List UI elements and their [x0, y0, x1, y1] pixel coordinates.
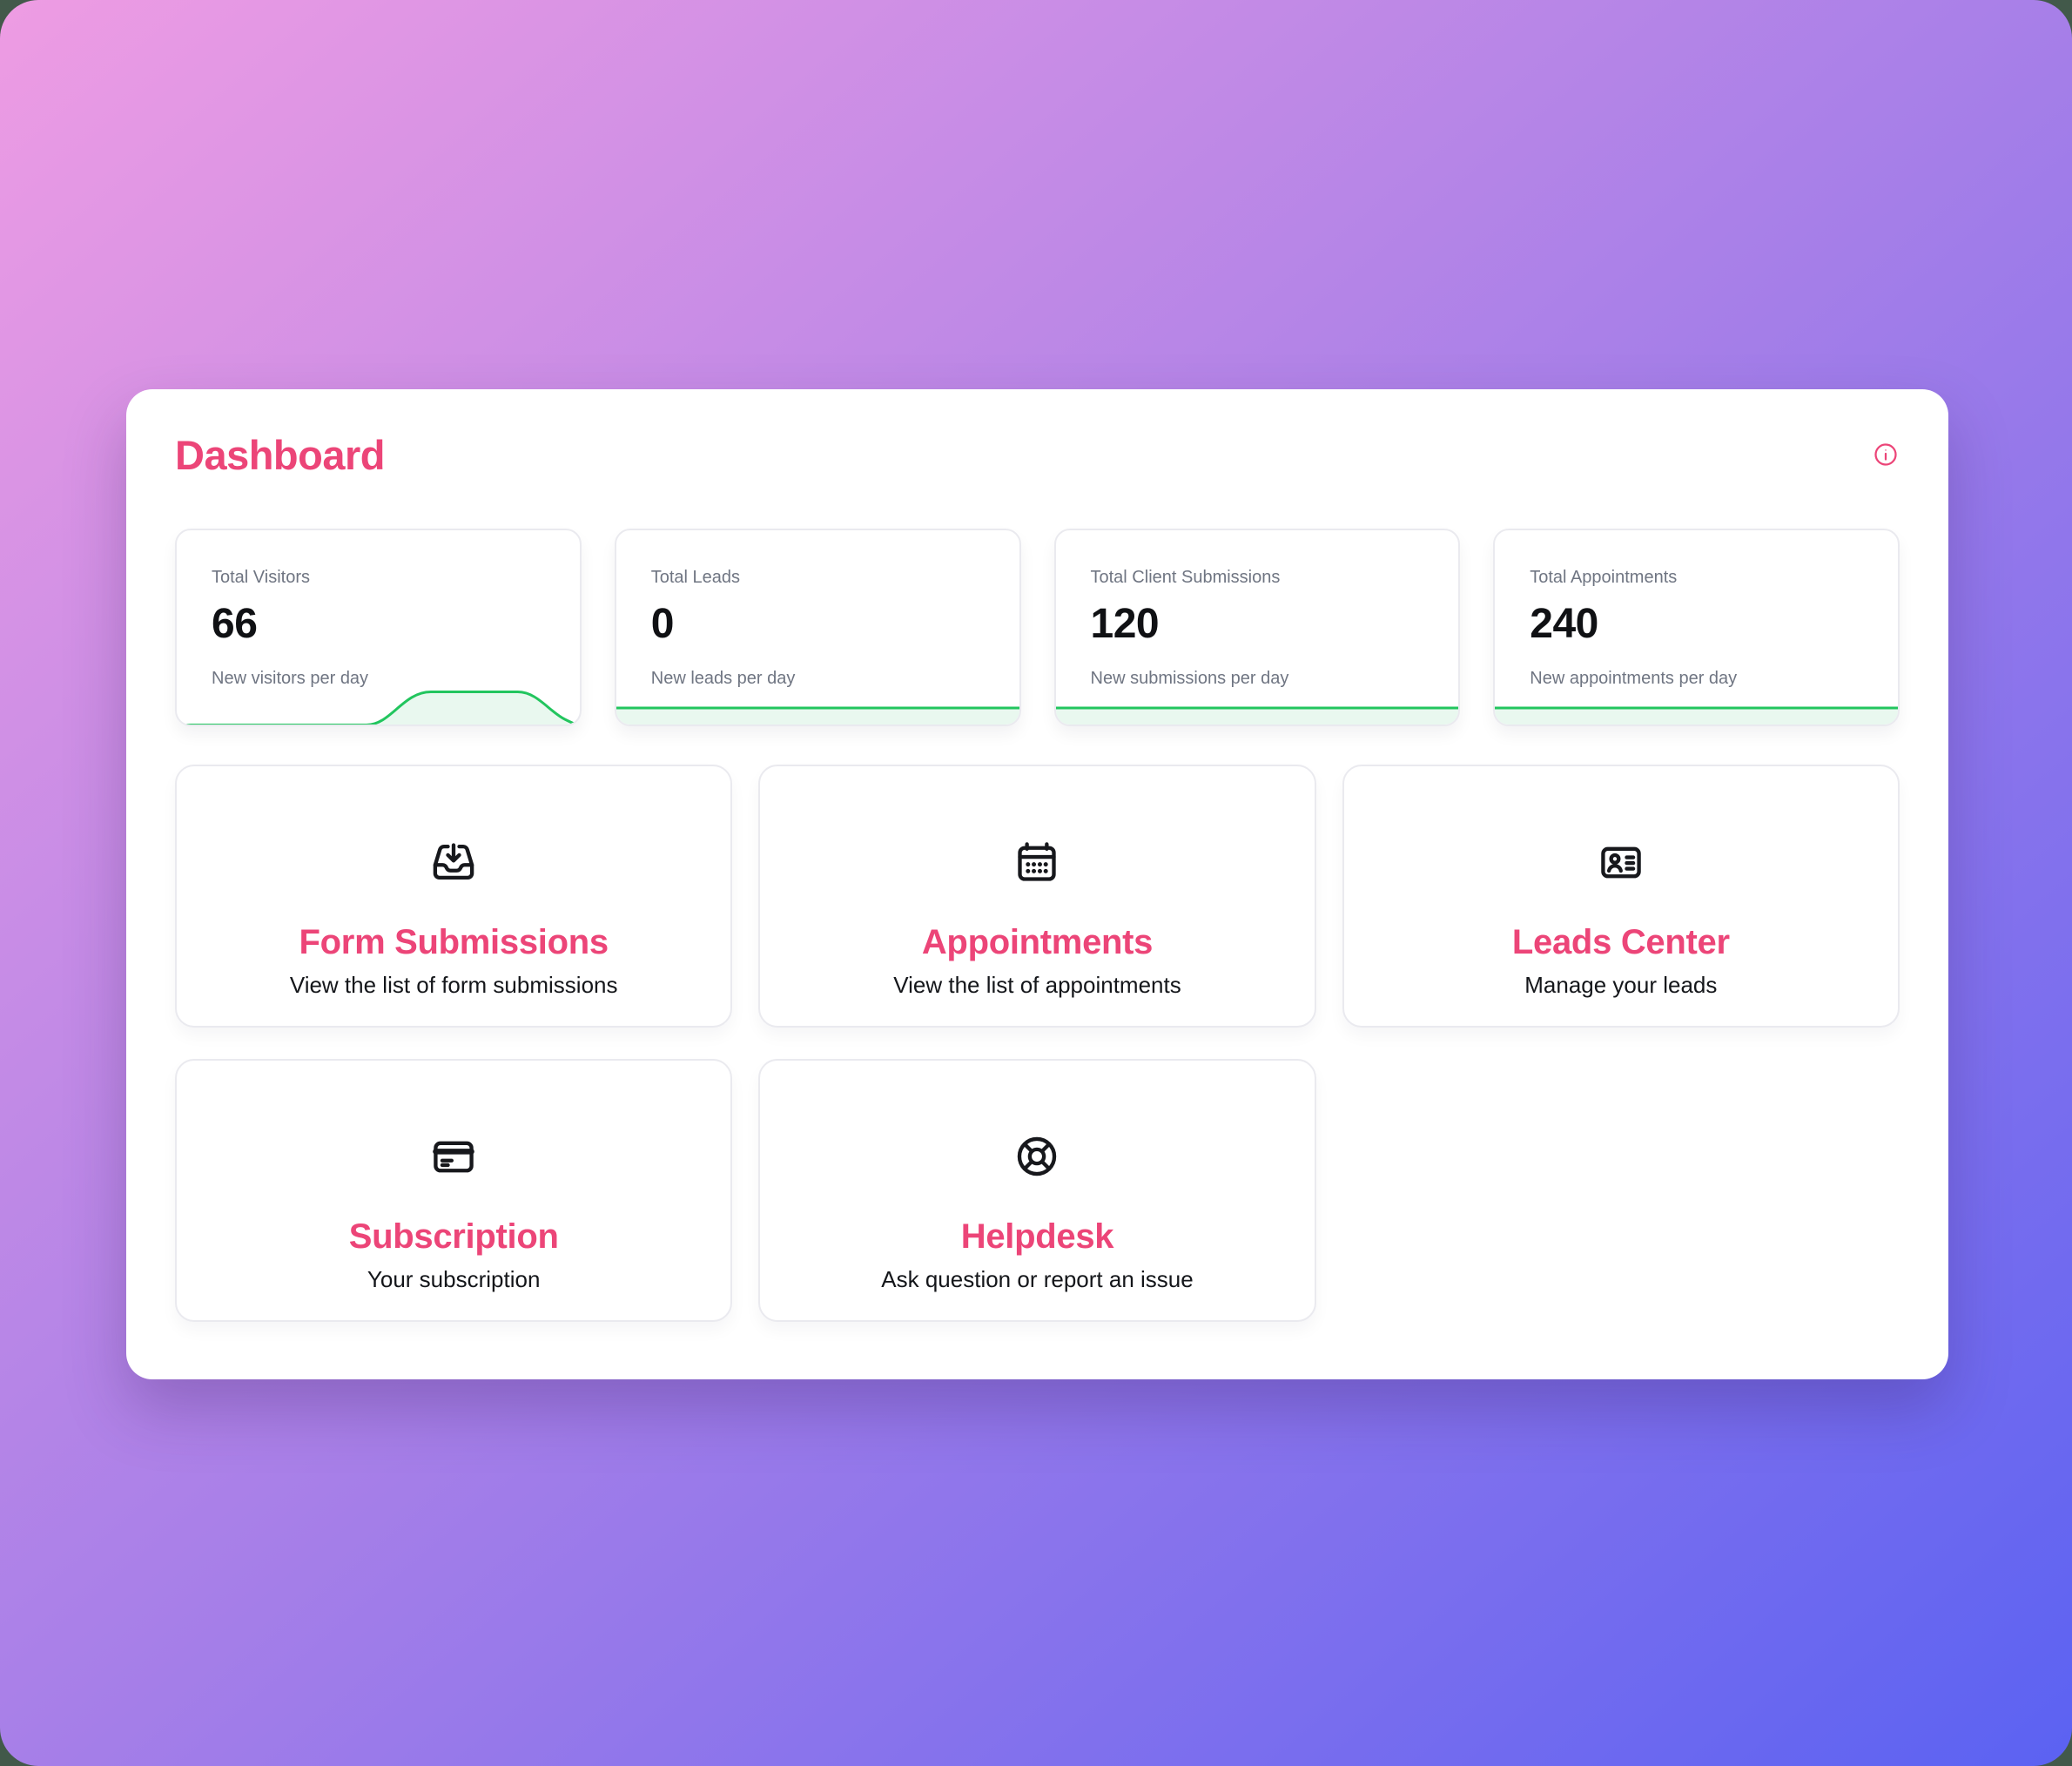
- stats-grid: Total Visitors 66 New visitors per day T…: [175, 529, 1900, 726]
- sparkline-chart: [1055, 706, 1459, 725]
- page-title: Dashboard: [175, 432, 386, 478]
- credit-card-icon: [431, 1134, 476, 1179]
- dashboard-panel: Dashboard Total Visitors 66 New visitors…: [126, 389, 1948, 1379]
- sparkline-chart: [1495, 706, 1899, 725]
- lifebuoy-icon: [1014, 1134, 1060, 1179]
- sparkline-chart: [616, 706, 1019, 725]
- nav-cards-grid: Form Submissions View the list of form s…: [175, 765, 1900, 1322]
- info-button[interactable]: [1872, 442, 1900, 469]
- nav-card-description: Your subscription: [367, 1266, 541, 1292]
- stat-sublabel: New appointments per day: [1530, 669, 1738, 688]
- nav-card-title: Helpdesk: [960, 1217, 1114, 1256]
- stat-value: 120: [1090, 601, 1160, 647]
- inbox-arrow-down-icon: [431, 839, 476, 885]
- stat-value: 240: [1530, 601, 1598, 647]
- stat-card-total-client-submissions: Total Client Submissions 120 New submiss…: [1053, 529, 1461, 726]
- nav-card-form-submissions[interactable]: Form Submissions View the list of form s…: [175, 765, 733, 1028]
- nav-card-description: Manage your leads: [1524, 972, 1718, 998]
- stat-sublabel: New visitors per day: [212, 669, 369, 688]
- nav-card-description: View the list of form submissions: [289, 972, 618, 998]
- stat-sublabel: New leads per day: [650, 669, 796, 688]
- stat-value: 0: [650, 601, 675, 647]
- nav-card-appointments[interactable]: Appointments View the list of appointmen…: [758, 765, 1316, 1028]
- nav-card-title: Subscription: [348, 1217, 559, 1256]
- id-card-icon: [1598, 839, 1644, 885]
- stat-card-total-visitors: Total Visitors 66 New visitors per day: [175, 529, 582, 726]
- stat-label: Total Leads: [650, 568, 741, 587]
- nav-card-description: View the list of appointments: [893, 972, 1181, 998]
- nav-card-helpdesk[interactable]: Helpdesk Ask question or report an issue: [758, 1059, 1316, 1322]
- sparkline-chart: [176, 691, 580, 725]
- stat-label: Total Visitors: [212, 568, 311, 587]
- nav-card-title: Leads Center: [1511, 923, 1730, 961]
- nav-card-description: Ask question or report an issue: [881, 1266, 1194, 1292]
- calendar-icon: [1014, 839, 1060, 885]
- stat-value: 66: [212, 601, 258, 647]
- stat-card-total-appointments: Total Appointments 240 New appointments …: [1493, 529, 1900, 726]
- stat-card-total-leads: Total Leads 0 New leads per day: [614, 529, 1021, 726]
- panel-header: Dashboard: [175, 431, 1900, 480]
- stat-label: Total Appointments: [1530, 568, 1678, 587]
- info-icon: [1873, 442, 1899, 470]
- stat-label: Total Client Submissions: [1090, 568, 1281, 587]
- nav-card-subscription[interactable]: Subscription Your subscription: [175, 1059, 733, 1322]
- nav-card-title: Appointments: [921, 923, 1154, 961]
- stat-sublabel: New submissions per day: [1090, 669, 1289, 688]
- nav-card-title: Form Submissions: [299, 923, 609, 961]
- nav-card-leads-center[interactable]: Leads Center Manage your leads: [1342, 765, 1900, 1028]
